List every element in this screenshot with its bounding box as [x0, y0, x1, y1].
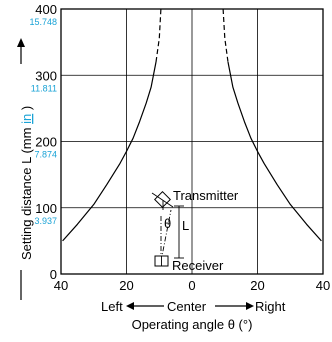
x-tick-label: 0 — [188, 278, 195, 293]
y-axis-title-unit-in: in — [19, 114, 34, 124]
distance-label: L — [182, 218, 189, 233]
y-tick-label-mm: 0 — [50, 267, 57, 282]
y-axis-title-group: Setting distance L (mm in ) — [19, 106, 34, 260]
y-tick-label-mm: 200 — [35, 135, 57, 150]
transmitter-cross-1 — [151, 192, 174, 208]
y-axis-title-prefix: Setting distance L (mm — [19, 128, 34, 260]
y-axis-title: Setting distance L (mm in ) — [19, 106, 34, 260]
direction-center-label: Center — [167, 299, 207, 314]
grid-lines — [61, 9, 323, 274]
curve-right-solid — [227, 61, 322, 242]
y-tick-label-inch: 3.937 — [34, 216, 57, 226]
y-tick-labels-inch: 3.937 7.874 11.811 15.748 — [29, 17, 57, 226]
curve-left-solid — [62, 61, 157, 242]
x-tick-label: 20 — [119, 278, 133, 293]
y-tick-label-mm: 400 — [35, 2, 57, 17]
transmitter-label: Transmitter — [173, 188, 239, 203]
y-tick-label-mm: 300 — [35, 68, 57, 83]
y-axis-title-suffix: ) — [19, 106, 34, 110]
x-tick-label: 20 — [250, 278, 264, 293]
curve-right-dashed — [222, 9, 229, 63]
right-arrow-head — [246, 302, 254, 310]
receiver-label: Receiver — [172, 258, 224, 273]
y-tick-label-inch: 15.748 — [29, 17, 57, 27]
y-tick-labels-mm: 0 100 200 300 400 — [35, 2, 57, 282]
y-axis-arrow-head — [17, 38, 25, 47]
y-tick-label-inch: 7.874 — [34, 150, 57, 160]
beam-axis — [160, 209, 172, 262]
y-tick-label-mm: 100 — [35, 201, 57, 216]
left-arrow-head — [126, 302, 134, 310]
x-axis-title: Operating angle θ (°) — [132, 317, 253, 332]
direction-row: Left Center Right — [101, 299, 286, 314]
x-tick-label: 40 — [316, 278, 330, 293]
direction-right-label: Right — [255, 299, 286, 314]
x-tick-labels: 40 20 0 20 40 — [54, 278, 330, 293]
y-tick-label-inch: 11.811 — [31, 83, 57, 93]
curves — [62, 9, 322, 242]
theta-label: θ — [164, 216, 171, 231]
x-tick-label: 40 — [54, 278, 68, 293]
curve-left-dashed — [155, 9, 162, 63]
sensor-diagram: Transmitter Receiver θ L — [151, 188, 239, 273]
direction-left-label: Left — [101, 299, 123, 314]
